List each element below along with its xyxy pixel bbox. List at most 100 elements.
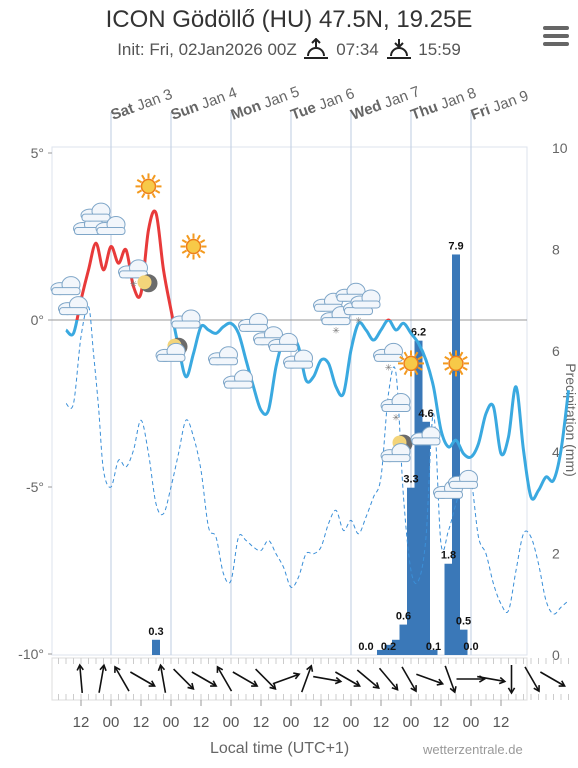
svg-text:✳: ✳ xyxy=(392,413,400,423)
x-tick-label: 12 xyxy=(313,714,330,731)
cloud-icon xyxy=(238,312,268,332)
wind-arrow xyxy=(255,668,277,690)
x-tick-label: 12 xyxy=(193,714,210,731)
svg-text:✳: ✳ xyxy=(332,326,340,336)
precip-tick-label: 6 xyxy=(552,343,560,359)
precip-axis-title: Precipitation (mm) xyxy=(563,363,578,477)
precip-value-label: 0.6 xyxy=(396,611,411,623)
x-tick-label: 00 xyxy=(343,714,360,731)
day-label: Sun Jan 4 xyxy=(169,84,240,124)
x-tick-label: 00 xyxy=(223,714,240,731)
x-tick-label: 00 xyxy=(403,714,420,731)
cloud-snow-icon: ✳ xyxy=(380,393,411,423)
precip-bar xyxy=(452,254,460,655)
precip-bar xyxy=(399,624,408,655)
wind-arrow xyxy=(272,672,301,685)
cloud-icon xyxy=(350,289,381,309)
cloud-icon xyxy=(380,443,411,463)
cloud-icon xyxy=(50,276,81,296)
temperature-line-cold xyxy=(65,320,570,501)
dewpoint-line xyxy=(65,305,569,615)
x-tick-label: 00 xyxy=(463,714,480,731)
wind-arrow xyxy=(173,668,195,690)
x-axis-label: Local time (UTC+1) xyxy=(210,740,350,757)
x-tick-label: 12 xyxy=(73,714,90,731)
wind-arrow xyxy=(129,671,156,687)
temp-tick-label: 5° xyxy=(31,145,44,161)
temp-tick-label: -10° xyxy=(18,646,44,662)
sunset-icon xyxy=(386,39,411,59)
cloud-icon xyxy=(410,426,441,446)
precip-value-label: 0.0 xyxy=(358,641,373,653)
cloud-icon xyxy=(223,369,253,389)
temp-tick-label: -5° xyxy=(26,479,44,495)
wind-arrow xyxy=(114,665,130,692)
svg-text:✳: ✳ xyxy=(355,316,363,326)
cloud-icon xyxy=(208,346,238,366)
day-label: Sat Jan 3 xyxy=(109,86,175,124)
wind-arrow xyxy=(157,663,167,693)
x-tick-label: 00 xyxy=(283,714,300,731)
sunset-time: 15:59 xyxy=(418,40,461,59)
svg-text:✳: ✳ xyxy=(130,279,138,289)
cloud-snow-icon: ✳ xyxy=(118,259,148,289)
cloud-icon xyxy=(80,202,111,222)
precip-value-label: 1.8 xyxy=(441,550,456,562)
sunrise-icon xyxy=(304,38,329,59)
cloud-snow-icon: ✳ xyxy=(320,306,351,336)
x-tick-label: 12 xyxy=(133,714,150,731)
sun-icon xyxy=(398,350,424,377)
cloud-icon xyxy=(283,349,313,369)
precip-value-label: 0.3 xyxy=(148,626,163,638)
precip-value-label: 3.3 xyxy=(403,474,418,486)
precip-value-label: 4.6 xyxy=(418,408,433,420)
sun-icon xyxy=(443,350,469,377)
hamburger-menu-icon[interactable] xyxy=(543,26,569,46)
wind-arrow xyxy=(539,671,566,687)
precip-tick-label: 2 xyxy=(552,546,560,562)
x-tick-label: 12 xyxy=(373,714,390,731)
cloud-icon xyxy=(268,332,298,352)
precip-bar xyxy=(459,629,468,655)
cloud-icon xyxy=(95,215,126,235)
cloud-icon xyxy=(448,469,478,489)
sun-icon xyxy=(180,233,207,260)
chart-subtitle: Init: Fri, 02Jan2026 00Z 07:34 15:59 xyxy=(0,38,578,60)
credit-link[interactable]: wetterzentrale.de xyxy=(423,742,523,757)
wind-arrow xyxy=(334,671,361,687)
wind-arrow xyxy=(300,664,314,693)
wind-arrow xyxy=(191,671,218,687)
sun-icon xyxy=(135,173,162,200)
precip-bar xyxy=(152,639,160,655)
cloud-icon xyxy=(170,309,201,329)
svg-text:✳: ✳ xyxy=(385,362,393,372)
sunrise-time: 07:34 xyxy=(336,40,379,59)
cloud-snow-icon: ✳ xyxy=(373,342,403,372)
day-label: Tue Jan 6 xyxy=(289,85,357,124)
init-label: Init: Fri, 02Jan2026 00Z xyxy=(117,40,297,59)
precip-value-label: 0.1 xyxy=(426,641,441,653)
x-tick-label: 00 xyxy=(103,714,120,731)
wind-arrow xyxy=(378,667,399,691)
x-tick-label: 12 xyxy=(493,714,510,731)
precip-tick-label: 0 xyxy=(552,647,560,663)
temp-tick-label: 0° xyxy=(31,312,44,328)
precip-bar xyxy=(414,340,423,655)
precip-tick-label: 8 xyxy=(552,241,560,257)
wind-arrow xyxy=(524,666,540,693)
chart-title: ICON Gödöllő (HU) 47.5N, 19.25E xyxy=(105,6,473,33)
wind-strip xyxy=(51,657,528,701)
precip-bar xyxy=(384,644,393,655)
x-tick-label: 12 xyxy=(433,714,450,731)
wind-arrow xyxy=(401,666,417,693)
temperature-line-warm xyxy=(75,209,392,320)
wind-arrow xyxy=(313,675,343,685)
wind-arrow xyxy=(477,675,507,685)
wind-arrow xyxy=(76,663,84,694)
wind-arrow xyxy=(232,671,259,687)
precip-bar xyxy=(444,563,453,655)
precip-value-label: 0.5 xyxy=(456,616,471,628)
precip-value-label: 7.9 xyxy=(448,240,463,252)
precip-tick-label: 10 xyxy=(552,140,568,156)
